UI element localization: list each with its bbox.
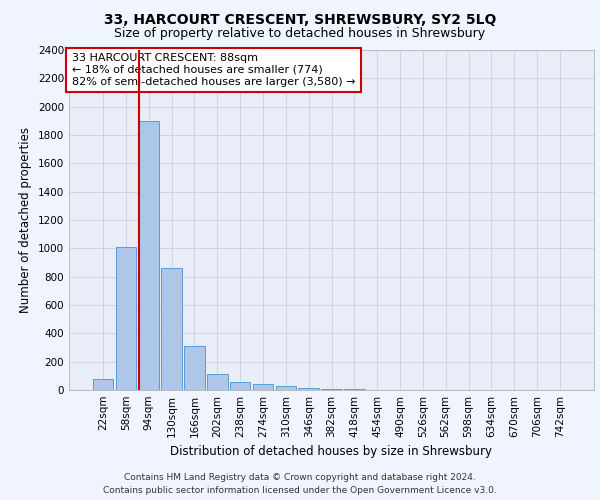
- Text: 33 HARCOURT CRESCENT: 88sqm
← 18% of detached houses are smaller (774)
82% of se: 33 HARCOURT CRESCENT: 88sqm ← 18% of det…: [71, 54, 355, 86]
- Bar: [253, 384, 273, 390]
- Bar: [230, 382, 250, 390]
- Text: 33, HARCOURT CRESCENT, SHREWSBURY, SY2 5LQ: 33, HARCOURT CRESCENT, SHREWSBURY, SY2 5…: [104, 12, 496, 26]
- Bar: [93, 378, 113, 390]
- Bar: [139, 121, 159, 390]
- Bar: [207, 374, 227, 390]
- Text: Size of property relative to detached houses in Shrewsbury: Size of property relative to detached ho…: [115, 28, 485, 40]
- Bar: [275, 386, 296, 390]
- Bar: [298, 388, 319, 390]
- Text: Contains HM Land Registry data © Crown copyright and database right 2024.
Contai: Contains HM Land Registry data © Crown c…: [103, 474, 497, 495]
- Bar: [321, 388, 342, 390]
- X-axis label: Distribution of detached houses by size in Shrewsbury: Distribution of detached houses by size …: [170, 446, 493, 458]
- Bar: [116, 247, 136, 390]
- Bar: [161, 268, 182, 390]
- Bar: [184, 346, 205, 390]
- Y-axis label: Number of detached properties: Number of detached properties: [19, 127, 32, 313]
